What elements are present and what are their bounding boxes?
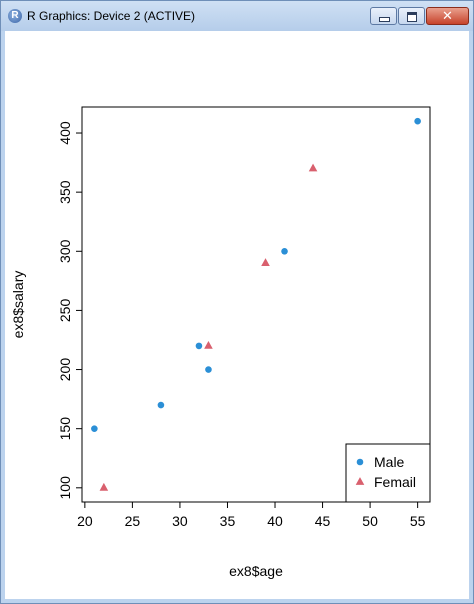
maximize-icon xyxy=(407,12,417,22)
x-tick-label: 35 xyxy=(220,513,236,529)
legend-label-femail: Femail xyxy=(374,474,416,490)
male-point xyxy=(157,401,165,409)
close-button[interactable]: ✕ xyxy=(426,7,469,25)
scatter-plot: 20 25 30 35 40 45 50 55 100 150 200 250 300 350 400 ex8… xyxy=(10,106,431,579)
femail-legend-marker xyxy=(355,477,365,485)
y-tick-label: 150 xyxy=(57,417,73,441)
window-title: R Graphics: Device 2 (ACTIVE) xyxy=(27,9,196,23)
male-legend-marker xyxy=(356,458,364,466)
axes: 20 25 30 35 40 45 50 55 100 150 200 250 300 350 400 ex8… xyxy=(10,106,431,579)
femail-point xyxy=(99,482,109,491)
x-axis-label: ex8$age xyxy=(229,563,283,579)
legend: Male Femail xyxy=(345,443,431,503)
plot-canvas: 20 25 30 35 40 45 50 55 100 150 200 250 300 350 400 ex8… xyxy=(5,31,469,599)
x-tick-label: 40 xyxy=(267,513,283,529)
male-point xyxy=(414,117,421,125)
y-axis-label: ex8$salary xyxy=(10,271,26,339)
minimize-icon xyxy=(379,17,390,22)
close-icon: ✕ xyxy=(442,8,453,23)
r-app-icon: R xyxy=(8,9,22,23)
minimize-button[interactable] xyxy=(370,7,397,25)
y-tick-label: 300 xyxy=(57,239,73,263)
x-tick-label: 50 xyxy=(362,513,378,529)
x-tick-label: 55 xyxy=(410,513,426,529)
y-tick-label: 200 xyxy=(57,358,73,382)
femail-point xyxy=(204,340,213,349)
legend-box xyxy=(345,443,431,503)
plot-frame xyxy=(81,106,431,503)
x-tick-label: 20 xyxy=(77,513,93,529)
y-tick-label: 250 xyxy=(57,299,73,323)
y-tick-label: 100 xyxy=(57,476,73,500)
y-tick-label: 400 xyxy=(57,121,73,145)
x-tick-label: 30 xyxy=(172,513,188,529)
femail-point xyxy=(261,258,270,266)
femail-point xyxy=(308,163,318,172)
data-points xyxy=(91,117,421,491)
male-point xyxy=(281,247,288,255)
x-tick-label: 45 xyxy=(315,513,331,529)
maximize-button[interactable] xyxy=(398,7,425,25)
y-tick-label: 350 xyxy=(57,180,73,204)
male-point xyxy=(195,342,203,350)
title-bar[interactable]: R R Graphics: Device 2 (ACTIVE) ✕ xyxy=(1,1,473,31)
x-tick-label: 25 xyxy=(125,513,141,529)
male-point xyxy=(91,425,98,432)
legend-label-male: Male xyxy=(374,454,405,470)
male-point xyxy=(205,366,212,373)
